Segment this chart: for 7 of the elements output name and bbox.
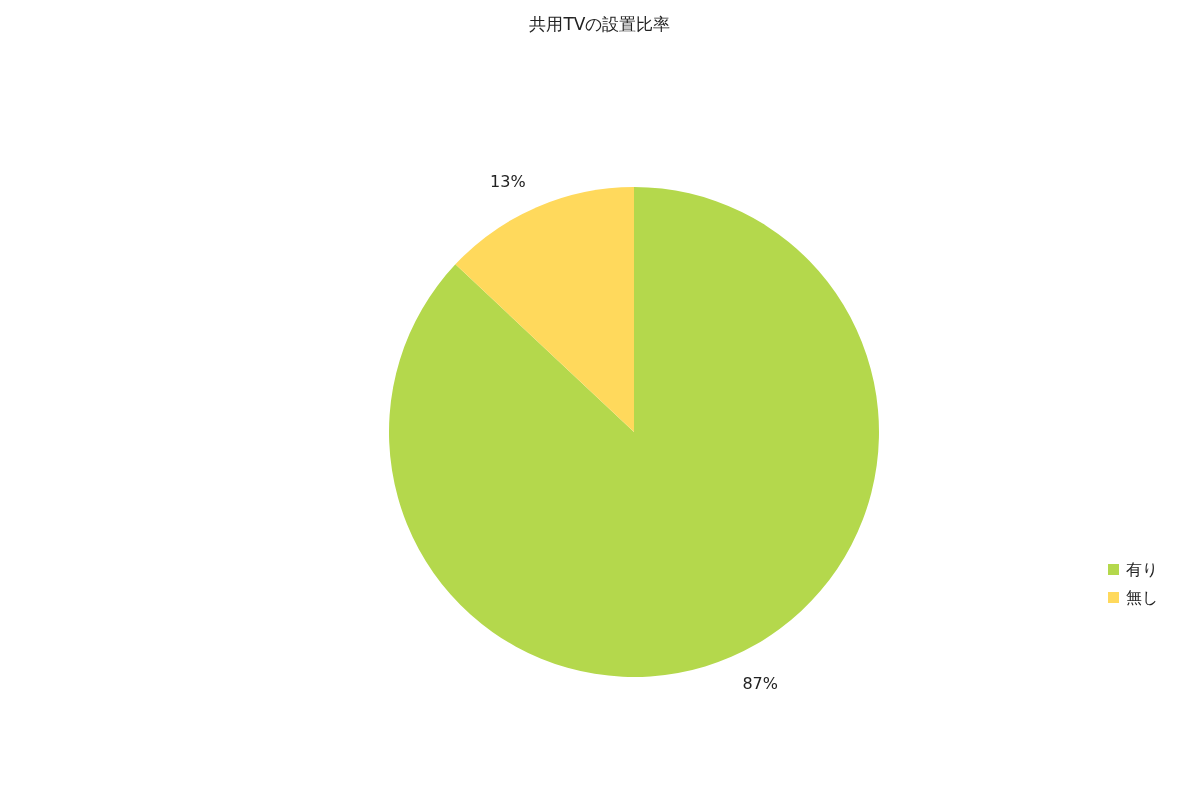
data-label: 87% (742, 673, 778, 693)
legend-label: 無し (1126, 588, 1158, 607)
chart-title: 共用TVの設置比率 (529, 14, 671, 34)
pie-slice (455, 187, 634, 432)
data-label: 13% (490, 172, 526, 192)
pie-slice (389, 187, 879, 677)
legend-label: 有り (1126, 560, 1158, 579)
